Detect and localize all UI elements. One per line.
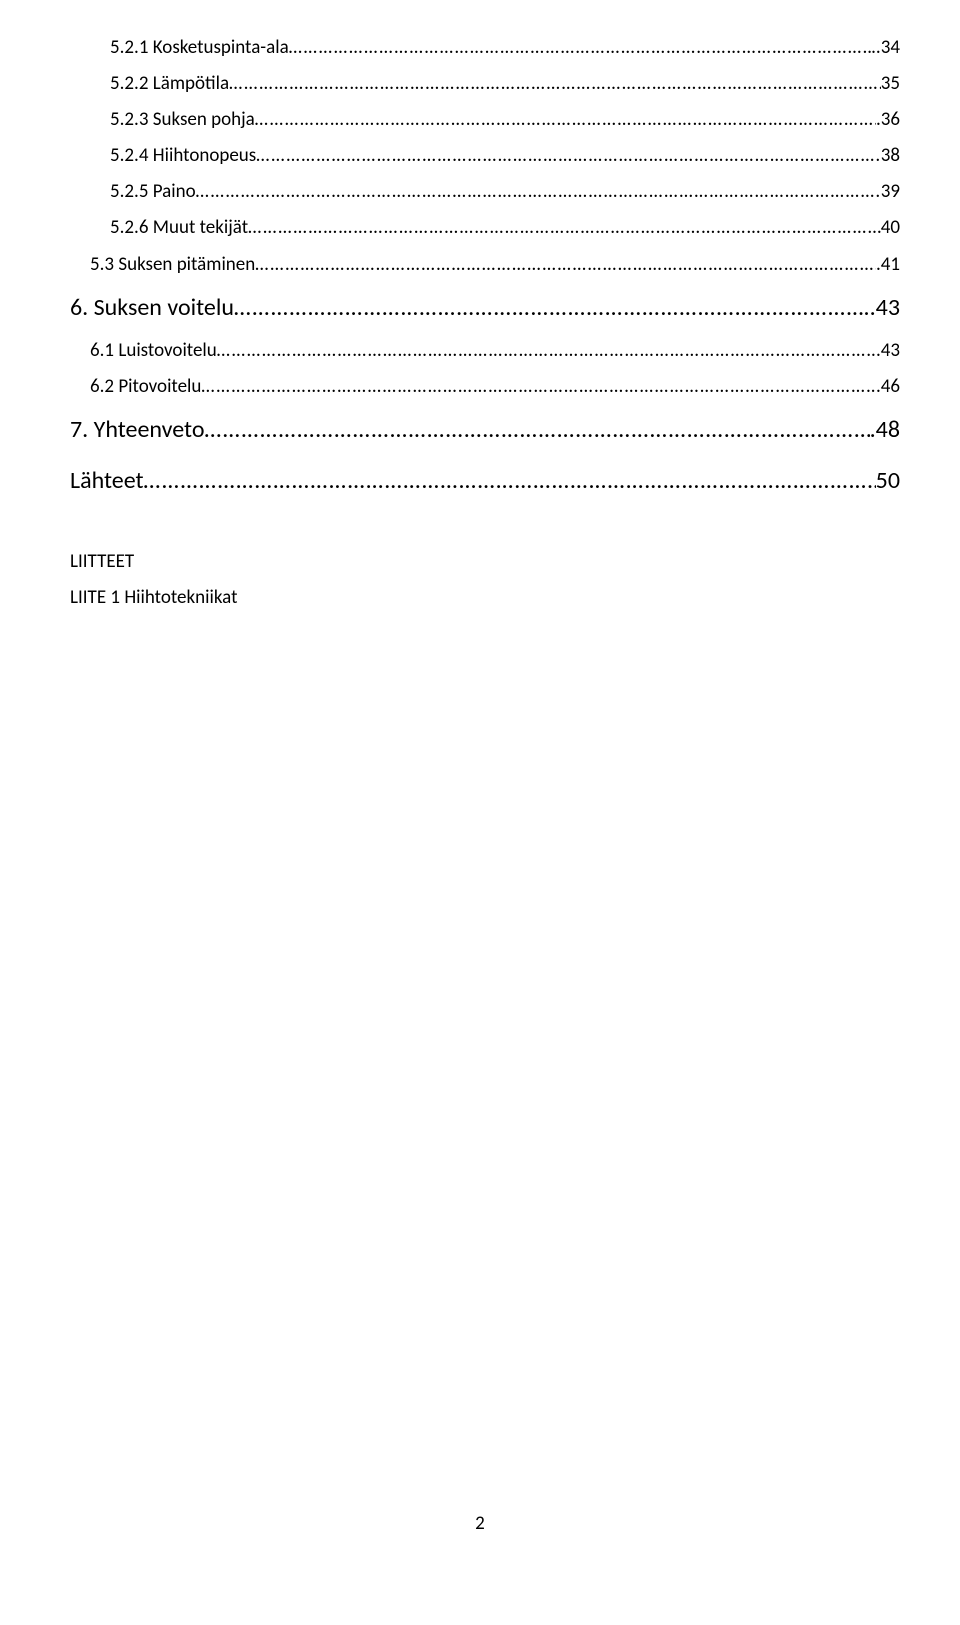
toc-entry-title: 6.1 Luistovoitelu	[90, 333, 217, 369]
page-number: 2	[0, 1512, 960, 1535]
toc-entry: Lähteet…………………………………………………………………………………………	[70, 456, 900, 506]
toc-entry-title: 5.2.5 Paino	[110, 174, 196, 210]
toc-entry-page: 38	[881, 138, 900, 174]
toc-entry: 5.2.6 Muut tekijät……………………………………………………………	[70, 210, 900, 246]
toc-entry-title: 5.2.6 Muut tekijät	[110, 210, 248, 246]
toc-entry-title: 7. Yhteenveto	[70, 405, 204, 455]
toc-dot-leader: ……………………………………………………………………………………………………………	[255, 247, 876, 283]
toc-entry-page: ..43	[864, 283, 900, 333]
toc-entry: 5.2.2 Lämpötila……………………………………………………………………	[70, 66, 900, 102]
toc-dot-leader: ……………………………………………………………………………………………………………	[204, 405, 869, 455]
toc-entry: 6.2 Pitovoitelu……………………………………………………………………	[70, 369, 900, 405]
toc-entry-title: 5.2.4 Hiihtonopeus	[110, 138, 256, 174]
toc-entry-page: 40	[881, 210, 900, 246]
toc-entry-page: ..34	[871, 30, 900, 66]
toc-entry-title: 5.3 Suksen pitäminen	[90, 247, 255, 283]
toc-dot-leader: ……………………………………………………………………………………………………………	[234, 283, 864, 333]
toc-entry-title: 5.2.3 Suksen pohja	[110, 102, 255, 138]
toc-dot-leader: ……………………………………………………………………………………………………………	[289, 30, 871, 66]
toc-entry-title: Lähteet	[70, 456, 144, 506]
toc-dot-leader: ……………………………………………………………………………………………………………	[256, 138, 881, 174]
toc-dot-leader: ……………………………………………………………………………………………………………	[201, 369, 876, 405]
toc-entry: 5.2.5 Paino………………………………………………………………………………	[70, 174, 900, 210]
toc-entry-page: 35	[881, 66, 900, 102]
toc-entry-page: .36	[876, 102, 900, 138]
toc-entry-page: .46	[876, 369, 900, 405]
toc-dot-leader: ……………………………………………………………………………………………………………	[229, 66, 881, 102]
toc-entry-page: .48	[870, 405, 900, 455]
toc-entry: 6. Suksen voitelu………………………………………………………………	[70, 283, 900, 333]
toc-entry-title: 6. Suksen voitelu	[70, 283, 234, 333]
toc-entry: 5.2.3 Suksen pohja……………………………………………………………	[70, 102, 900, 138]
toc-entry: 5.3 Suksen pitäminen………………………………………………………	[70, 247, 900, 283]
appendix-heading: LIITTEET	[70, 544, 900, 580]
toc-entry: 7. Yhteenveto…………………………………………………………………………	[70, 405, 900, 455]
toc-dot-leader: ……………………………………………………………………………………………………………	[196, 174, 881, 210]
toc-entry-page: .41	[876, 247, 900, 283]
toc-dot-leader: ……………………………………………………………………………………………………………	[255, 102, 876, 138]
toc-entry-title: 6.2 Pitovoitelu	[90, 369, 201, 405]
toc-entry-page: .43	[876, 333, 900, 369]
toc-dot-leader: ……………………………………………………………………………………………………………	[217, 333, 876, 369]
toc-entry-title: 5.2.2 Lämpötila	[110, 66, 229, 102]
toc-dot-leader: ……………………………………………………………………………………………………………	[144, 456, 876, 506]
table-of-contents: 5.2.1 Kosketuspinta-ala………………………………………………	[70, 30, 900, 506]
toc-entry: 6.1 Luistovoitelu………………………………………………………………	[70, 333, 900, 369]
appendix-item: LIITE 1 Hiihtotekniikat	[70, 580, 900, 616]
appendix-block: LIITTEET LIITE 1 Hiihtotekniikat	[70, 544, 900, 616]
toc-entry: 5.2.4 Hiihtonopeus……………………………………………………………	[70, 138, 900, 174]
toc-entry-page: 50	[876, 456, 900, 506]
toc-entry-title: 5.2.1 Kosketuspinta-ala	[110, 30, 289, 66]
toc-entry: 5.2.1 Kosketuspinta-ala………………………………………………	[70, 30, 900, 66]
toc-dot-leader: ……………………………………………………………………………………………………………	[248, 210, 881, 246]
toc-entry-page: 39	[881, 174, 900, 210]
